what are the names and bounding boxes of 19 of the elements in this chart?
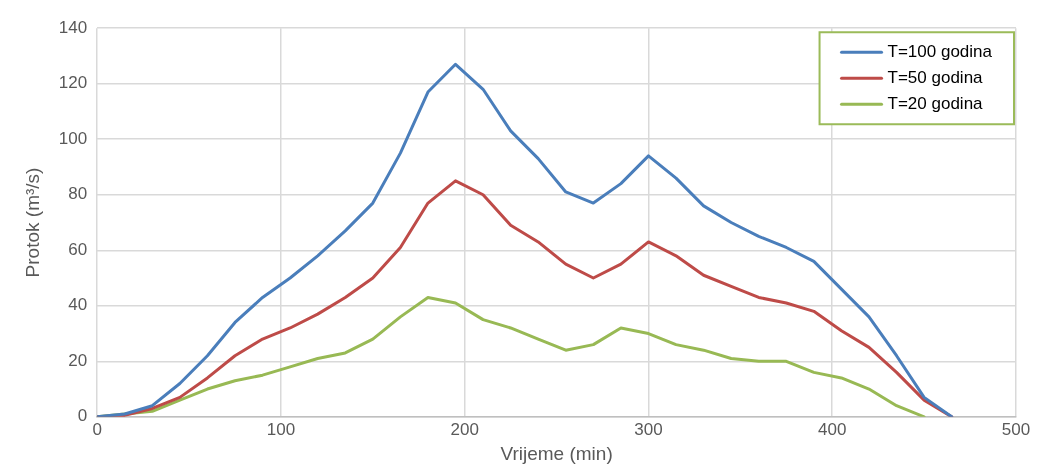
x-tick-label: 500: [1001, 419, 1031, 439]
x-tick-label: 300: [634, 419, 663, 439]
y-tick-label: 120: [58, 73, 88, 93]
legend-label: T=100 godina: [887, 41, 993, 61]
x-tick-label: 0: [92, 419, 102, 439]
x-tick-label: 100: [266, 419, 296, 439]
legend-label: T=20 godina: [887, 93, 984, 113]
x-axis-title: Vrijeme (min): [500, 442, 613, 464]
y-tick-label: 100: [58, 128, 88, 148]
y-tick-label: 20: [68, 350, 88, 370]
y-tick-label: 60: [68, 239, 88, 259]
y-axis-title: Protok (m³/s): [21, 167, 43, 278]
x-tick-label: 400: [818, 419, 847, 439]
y-tick-label: 40: [68, 295, 88, 315]
y-tick-label: 80: [68, 184, 88, 204]
x-tick-label: 200: [450, 419, 479, 439]
y-tick-label: 140: [58, 17, 88, 37]
y-tick-label: 0: [77, 406, 88, 426]
legend-label: T=50 godina: [887, 67, 984, 87]
